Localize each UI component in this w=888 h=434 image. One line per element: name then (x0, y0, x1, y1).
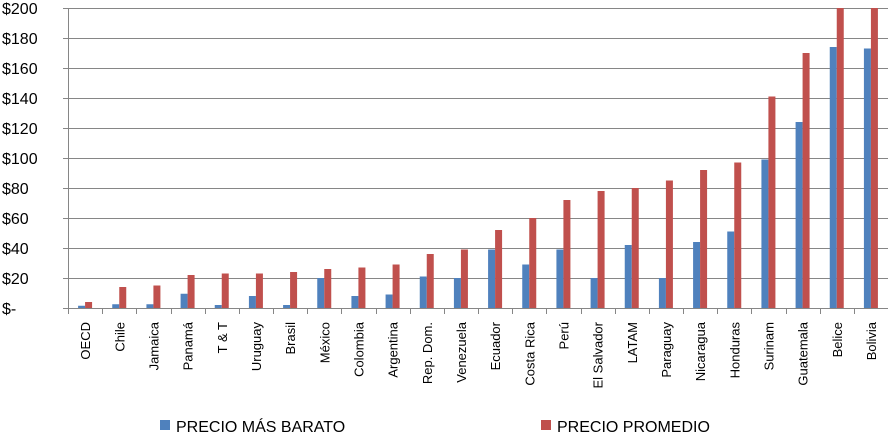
bar-precio-promedio (221, 273, 229, 308)
bar-precio-mas-barato (863, 48, 871, 308)
x-tick-label: Uruguay (249, 322, 264, 372)
y-tick-label: $40 (2, 241, 29, 258)
bar-precio-mas-barato (829, 47, 837, 308)
legend-label-precio-promedio: PRECIO PROMEDIO (557, 419, 710, 434)
bar-precio-mas-barato (693, 242, 701, 308)
x-tick-label: Paraguay (659, 322, 674, 378)
y-tick-label: $20 (2, 271, 29, 288)
bar-precio-promedio (597, 191, 605, 308)
x-tick-label: LATAM (625, 322, 640, 363)
x-tick-label: T & T (215, 322, 230, 353)
y-tick-label: $200 (2, 1, 38, 18)
bar-precio-mas-barato (488, 249, 496, 308)
x-tick-label: OECD (78, 322, 93, 360)
bar-precio-promedio (563, 200, 571, 308)
y-tick-labels: $- $20 $40 $60 $80 $100 $120 $140 $160 $180 $200 (2, 1, 38, 318)
bar-precio-promedio (836, 8, 844, 308)
bar-precio-promedio (119, 287, 127, 308)
x-tick-label: Belice (830, 322, 845, 357)
bar-precio-mas-barato (761, 159, 769, 308)
x-tick-label: Ecuador (488, 321, 503, 370)
y-tick-label: $160 (2, 61, 38, 78)
x-tick-label: Argentina (386, 321, 401, 377)
bar-precio-mas-barato (795, 122, 803, 308)
bar-precio-promedio (358, 267, 366, 308)
legend-label-precio-mas-barato: PRECIO MÁS BARATO (176, 417, 345, 434)
x-tick-label: Jamaica (146, 321, 161, 370)
bar-precio-promedio (495, 230, 503, 308)
bar-precio-mas-barato (317, 278, 325, 308)
y-tick-label: $120 (2, 121, 38, 138)
bar-precio-mas-barato (351, 296, 359, 308)
bar-precio-mas-barato (590, 278, 598, 308)
bar-precio-mas-barato (727, 231, 735, 308)
bar-precio-mas-barato (112, 304, 120, 308)
bar-precio-mas-barato (214, 305, 222, 308)
legend-swatch-precio-mas-barato (160, 420, 170, 430)
bar-precio-promedio (153, 285, 161, 308)
y-tick-label: $60 (2, 211, 29, 228)
x-tick-labels: OECD Chile Jamaica Panamá T & T Uruguay Brasil… (78, 321, 879, 388)
bar-precio-promedio (426, 254, 434, 308)
bar-precio-promedio (700, 170, 708, 308)
y-tick-label: $80 (2, 181, 29, 198)
bar-precio-mas-barato (283, 305, 291, 308)
bar-precio-promedio (85, 302, 93, 308)
x-tick-label: Venezuela (454, 321, 469, 382)
x-tick-label: Bolivia (864, 321, 879, 360)
bar-precio-promedio (460, 249, 468, 308)
x-tick-label: Colombia (351, 321, 366, 377)
x-tick-label: Perú (556, 322, 571, 349)
bar-precio-promedio (802, 53, 810, 308)
bar-precio-promedio (665, 180, 673, 308)
x-tick-label: Costa Rica (522, 321, 537, 385)
bar-precio-promedio (187, 275, 195, 308)
bar-precio-promedio (255, 273, 263, 308)
bar-precio-promedio (631, 188, 639, 308)
bar-precio-mas-barato (522, 264, 530, 308)
bar-precio-mas-barato (180, 293, 188, 308)
y-tick-label: $140 (2, 91, 38, 108)
y-tick-label: $100 (2, 151, 38, 168)
y-tick-label: $180 (2, 31, 38, 48)
x-tick-label: El Salvador (591, 321, 606, 388)
x-tick-label: Honduras (727, 322, 742, 379)
bar-precio-promedio (529, 218, 537, 308)
bar-precio-promedio (768, 96, 776, 308)
x-tick-label: Chile (112, 322, 127, 352)
bar-precio-mas-barato (78, 305, 86, 308)
legend-swatch-precio-promedio (541, 420, 551, 430)
bar-precio-promedio (324, 269, 332, 308)
bar-precio-promedio (392, 264, 400, 308)
bar-precio-promedio (734, 162, 742, 308)
x-tick-label: Guatemala (796, 321, 811, 385)
bar-precio-mas-barato (385, 294, 393, 308)
bar-precio-promedio (870, 8, 878, 308)
x-tick-label: Panamá (181, 321, 196, 370)
x-tick-label: Nicaragua (693, 321, 708, 381)
bar-precio-mas-barato (146, 304, 154, 308)
bar-precio-mas-barato (248, 296, 256, 308)
bar-precio-mas-barato (624, 245, 632, 308)
legend: PRECIO MÁS BARATO PRECIO PROMEDIO (160, 417, 710, 434)
bar-precio-promedio (290, 272, 298, 308)
bar-precio-mas-barato (556, 249, 564, 308)
bars (78, 8, 878, 308)
bar-precio-mas-barato (419, 276, 427, 308)
x-tick-label: México (317, 322, 332, 363)
y-tick-label: $- (2, 301, 16, 318)
x-tick-label: Surinam (761, 322, 776, 370)
x-tick-label: Brasil (283, 322, 298, 355)
bar-precio-mas-barato (658, 278, 666, 308)
bar-precio-mas-barato (453, 278, 461, 308)
gridlines (63, 8, 888, 309)
x-tick-label: Rep. Dom. (420, 322, 435, 384)
axes (68, 8, 888, 314)
